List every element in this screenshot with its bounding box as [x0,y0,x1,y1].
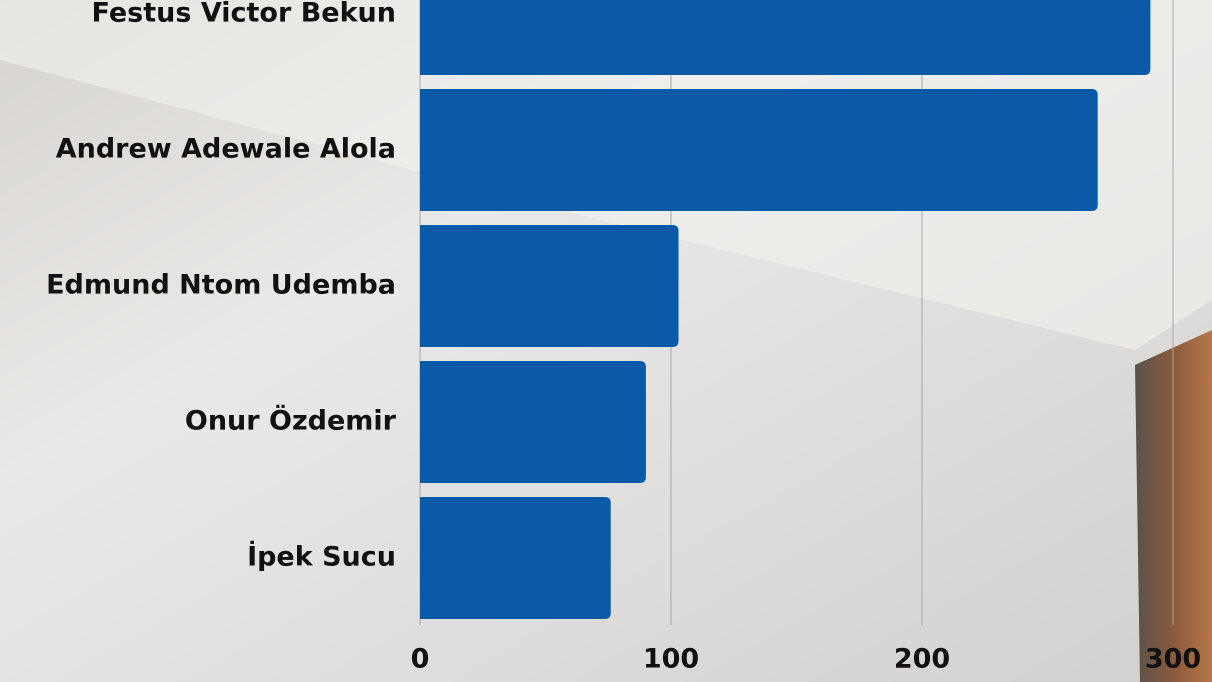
y-tick-label: Onur Özdemir [185,404,397,437]
x-tick-label: 100 [643,644,699,675]
y-tick-label: Festus Victor Bekun [92,0,396,29]
y-tick-label: Edmund Ntom Udemba [46,270,396,301]
y-tick-label: İpek Sucu [247,541,396,573]
bar [420,0,1151,75]
x-tick-label: 0 [411,644,430,675]
labels: 0 100 200 300 Festus Victor Bekun Andrew Adew… [46,0,1201,675]
bar [420,225,679,347]
bar [420,497,611,619]
bar [420,89,1098,211]
x-tick-label: 200 [894,644,950,675]
x-tick-label: 300 [1145,644,1201,675]
y-tick-label: Andrew Adewale Alola [56,134,396,165]
bar [420,361,646,483]
bars [420,0,1151,619]
